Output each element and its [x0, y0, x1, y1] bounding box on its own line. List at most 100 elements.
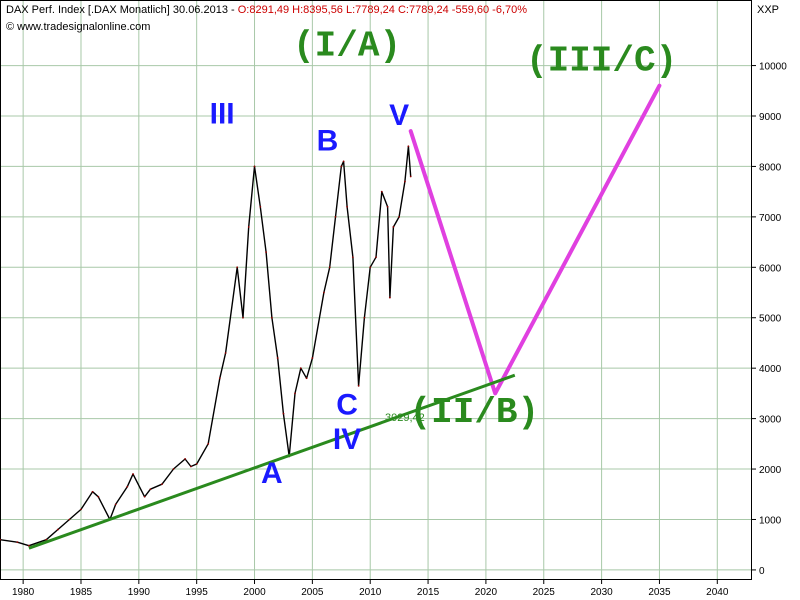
wave-label: (II/B) [410, 392, 540, 433]
price-point [247, 226, 250, 228]
price-point [311, 357, 314, 359]
price-point [28, 544, 30, 547]
y-tick-label: 7000 [759, 213, 782, 224]
price-point [114, 503, 117, 506]
price-point [334, 215, 337, 218]
price-point [340, 165, 343, 168]
price-point [207, 442, 210, 445]
header-line1-values: O:8291,49 H:8395,56 L:7789,24 C:7789,24 … [238, 4, 527, 16]
price-point [80, 508, 82, 511]
price-point [259, 205, 262, 208]
price-point [388, 296, 391, 299]
x-tick-label: 1985 [70, 587, 93, 598]
x-tick-label: 2005 [301, 587, 324, 598]
wave-label: B [317, 124, 339, 157]
price-point [91, 490, 94, 493]
x-tick-label: 2025 [533, 587, 556, 598]
price-point [132, 473, 134, 475]
price-point [299, 367, 302, 370]
price-point [97, 495, 100, 498]
price-point [172, 468, 175, 470]
x-tick-label: 2020 [475, 587, 498, 598]
price-point [294, 392, 296, 395]
price-point [328, 266, 331, 269]
price-point [282, 412, 285, 415]
x-tick-label: 1995 [186, 587, 209, 598]
y-tick-label: 2000 [759, 465, 782, 476]
price-point [0, 538, 1, 541]
y-tick-label: 10000 [759, 62, 787, 73]
price-point [68, 518, 71, 521]
price-point [242, 316, 244, 319]
price-point [189, 465, 192, 468]
price-point [45, 538, 48, 541]
price-point [161, 483, 163, 486]
trendline-label: 3029,42 [385, 412, 425, 424]
plot-border [0, 0, 752, 580]
price-point [184, 458, 187, 460]
series-layer: 3029,42 [0, 83, 662, 550]
wave-label: III [210, 98, 235, 131]
y-tick-label: 4000 [759, 364, 782, 375]
x-tick-label: 2030 [590, 587, 613, 598]
price-point [270, 316, 273, 319]
header-line1-prefix: DAX Perf. Index [.DAX Monatlich] 30.06.2… [6, 4, 238, 16]
price-point [305, 377, 308, 380]
price-point [392, 226, 395, 228]
price-point [195, 463, 198, 465]
price-point [357, 384, 360, 387]
price-point [236, 266, 239, 269]
grid [0, 0, 752, 580]
x-tick-label: 2010 [359, 587, 382, 598]
price-point [380, 190, 383, 193]
price-point [398, 215, 401, 218]
price-point [149, 488, 152, 491]
price-point [404, 180, 406, 183]
x-tick-label: 2035 [648, 587, 671, 598]
projection-line [408, 83, 662, 396]
wave-label: V [389, 99, 409, 132]
price-point [16, 541, 19, 544]
price-point [409, 175, 412, 178]
price-point [265, 251, 267, 254]
x-tick-label: 1980 [12, 587, 35, 598]
price-point [351, 256, 354, 259]
price-point [253, 165, 256, 168]
x-tick-label: 1990 [128, 587, 151, 598]
wave-label: (III/C) [526, 41, 677, 82]
price-point [369, 266, 372, 269]
price-point [143, 495, 146, 498]
price-point [323, 291, 325, 294]
y-tick-label: 8000 [759, 162, 782, 173]
x-tick-label: 2040 [706, 587, 729, 598]
wave-label: C [336, 389, 358, 422]
wave-label: IV [333, 423, 361, 456]
y-tick-label: 1000 [759, 515, 782, 526]
x-axis: 1980 1985 1990 1995 2000 2005 2010 2015 2020 2025… [12, 580, 729, 598]
price-point [276, 357, 279, 359]
y-axis: 0 1000 2000 3000 4000 5000 6000 7000 8000 9000 100… [752, 62, 787, 577]
price-point [218, 377, 221, 380]
price-point [346, 205, 348, 208]
y-tick-label: 9000 [759, 112, 782, 123]
price-point [363, 316, 366, 319]
header-line1: DAX Perf. Index [.DAX Monatlich] 30.06.2… [6, 4, 527, 16]
price-point [224, 352, 227, 354]
x-tick-label: 2000 [243, 587, 266, 598]
header-line2: © www.tradesignalonline.com [6, 21, 150, 33]
price-point [342, 160, 345, 163]
price-point [386, 205, 389, 208]
y-tick-label: 3000 [759, 415, 782, 426]
y-tick-label: 5000 [759, 314, 782, 325]
trendline [28, 373, 516, 550]
price-point [56, 528, 59, 531]
price-point [126, 485, 129, 488]
price-series-line [0, 145, 412, 547]
wave-label: (I/A) [293, 25, 401, 66]
x-tick-label: 2015 [417, 587, 440, 598]
price-point [407, 145, 410, 148]
wave-label: A [261, 457, 283, 490]
price-point [375, 256, 377, 259]
y-tick-label: 0 [759, 566, 765, 577]
